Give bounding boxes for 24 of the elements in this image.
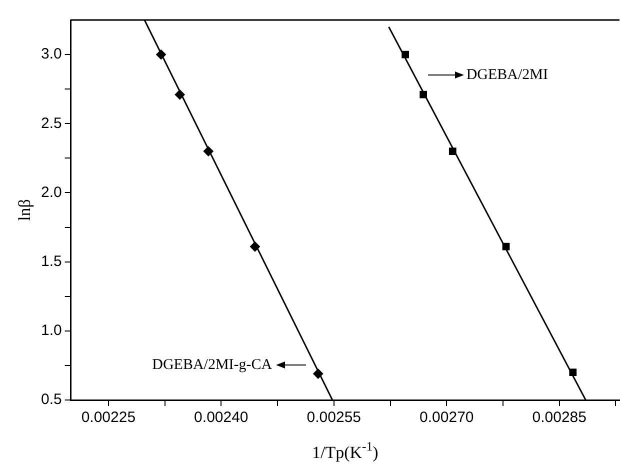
point xyxy=(313,368,324,379)
point xyxy=(174,90,185,100)
point xyxy=(250,242,260,252)
y-tick-label: 1.5 xyxy=(40,252,62,270)
annotation: DGEBA/2MI-g-CA xyxy=(152,356,272,374)
point xyxy=(448,148,456,155)
y-axis-title: lnβ xyxy=(15,199,34,221)
y-tick-label: 2.0 xyxy=(40,184,62,201)
x-tick-label: 0.00240 xyxy=(194,409,248,426)
annotation: DGEBA/2MI xyxy=(466,66,548,84)
point xyxy=(569,368,577,376)
x-tick-label: 0.00285 xyxy=(532,409,586,426)
x-tick-label: 0.00270 xyxy=(420,409,474,426)
y-tick-label: 3.0 xyxy=(40,46,62,63)
x-tick-label: 0.00225 xyxy=(81,409,136,426)
point xyxy=(420,90,428,98)
y-tick-label: 1.0 xyxy=(40,322,62,340)
point xyxy=(203,146,214,156)
x-tick-label: 0.00255 xyxy=(306,409,362,426)
y-tick-label: 0.5 xyxy=(40,391,62,408)
point xyxy=(156,50,166,60)
y-tick-label: 2.5 xyxy=(40,114,62,132)
point xyxy=(402,50,409,58)
point xyxy=(502,242,510,250)
